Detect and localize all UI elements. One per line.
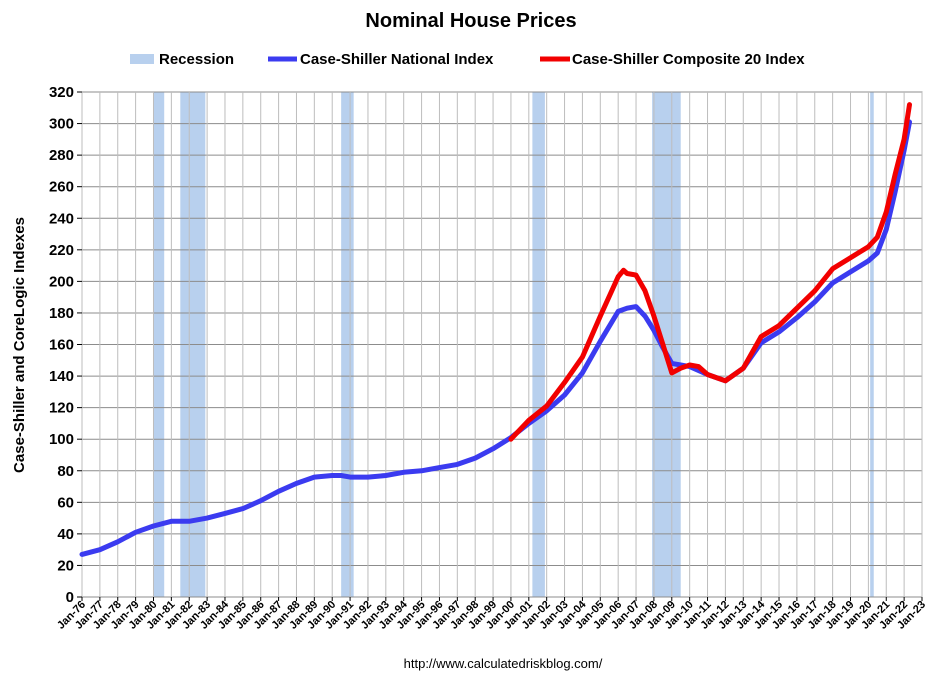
y-tick-label: 160 [49,337,74,354]
legend-label-composite: Case-Shiller Composite 20 Index [572,51,805,68]
series-line-composite [508,102,912,442]
y-tick-label: 0 [66,589,74,606]
chart-title: Nominal House Prices [365,10,576,32]
y-tick-label: 180 [49,305,74,322]
y-tick-label: 60 [57,494,74,511]
y-tick-label: 80 [57,463,74,480]
y-tick-label: 280 [49,147,74,164]
y-axis: 0 20 40 60 80 100 120 140 160 180 200 220 240 260 280 3… [49,84,82,606]
y-tick-label: 40 [57,526,74,543]
y-tick-label: 140 [49,368,74,385]
plot-area [79,91,923,598]
y-tick-label: 260 [49,179,74,196]
legend-label-national: Case-Shiller National Index [300,51,494,68]
legend-swatch-recession [130,54,154,64]
series-lines [79,102,912,557]
x-axis: Jan-76Jan-77Jan-78Jan-79Jan-80Jan-81Jan-… [55,597,928,632]
legend: Recession Case-Shiller National Index Ca… [130,51,805,68]
y-tick-label: 320 [49,84,74,101]
series-line-national [79,119,912,557]
source-url: http://www.calculatedriskblog.com/ [404,656,603,671]
legend-label-recession: Recession [159,51,234,68]
y-tick-label: 200 [49,273,74,290]
y-tick-label: 100 [49,431,74,448]
y-tick-label: 220 [49,242,74,259]
y-tick-label: 20 [57,557,74,574]
y-tick-label: 120 [49,400,74,417]
y-tick-label: 300 [49,116,74,133]
y-tick-label: 240 [49,210,74,227]
gridlines [81,91,923,598]
y-axis-label: Case-Shiller and CoreLogic Indexes [11,217,28,473]
